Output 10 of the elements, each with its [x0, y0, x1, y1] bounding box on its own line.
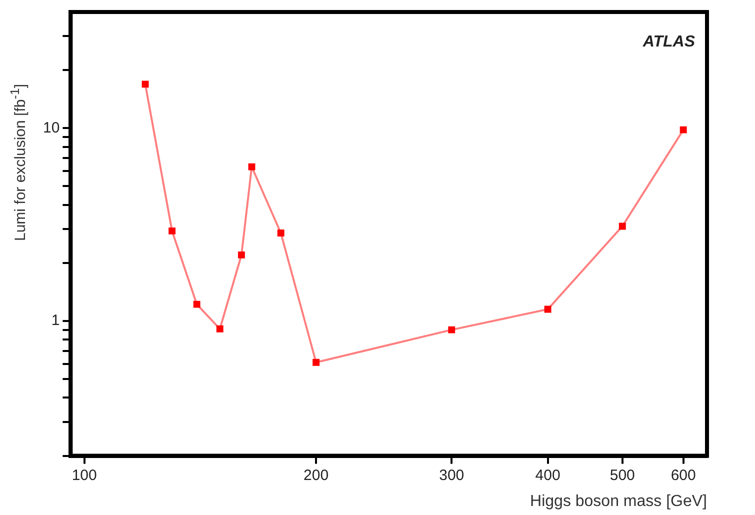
- y-tick-label: 1: [51, 312, 60, 330]
- annotation: ATLAS: [642, 33, 696, 50]
- y-tick-label: 10: [42, 119, 60, 136]
- x-tick-label: 200: [304, 466, 329, 484]
- x-tick-label: 400: [535, 466, 560, 484]
- x-tick-label: 100: [72, 466, 97, 484]
- x-tick-label: 300: [439, 466, 464, 484]
- x-tick-label: 500: [610, 466, 635, 484]
- x-axis-title: Higgs boson mass [GeV]: [530, 492, 707, 510]
- x-tick-label: 600: [670, 466, 696, 484]
